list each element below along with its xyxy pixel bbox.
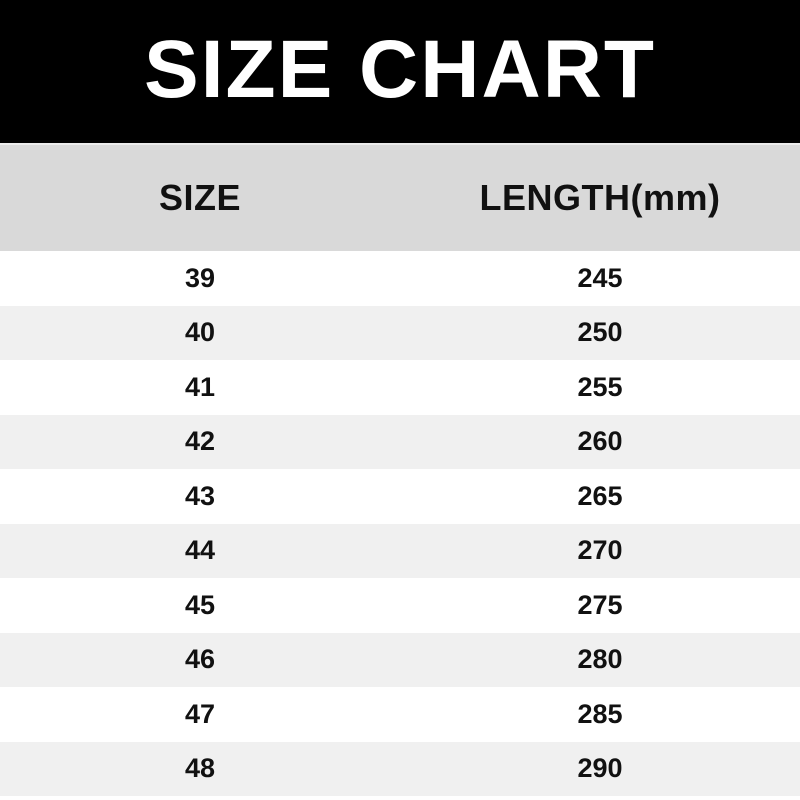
length-cell: 290 xyxy=(577,753,623,784)
table-row: 40 250 xyxy=(0,305,800,360)
length-cell: 265 xyxy=(577,480,623,511)
length-cell: 255 xyxy=(577,371,623,402)
table-row: 44 270 xyxy=(0,523,800,578)
size-cell: 48 xyxy=(184,753,216,784)
page-title: SIZE CHART xyxy=(144,23,656,115)
column-header-length: LENGTH(mm) xyxy=(479,177,721,218)
length-cell: 285 xyxy=(577,698,623,729)
size-cell: 44 xyxy=(184,535,216,566)
size-cell: 42 xyxy=(184,426,216,457)
table-row: 39 245 xyxy=(0,251,800,306)
length-cell: 250 xyxy=(577,317,623,348)
title-banner: SIZE CHART xyxy=(0,0,800,145)
table-row: 47 285 xyxy=(0,687,800,742)
length-cell: 260 xyxy=(577,426,623,457)
table-row: 43 265 xyxy=(0,469,800,524)
column-header-size: SIZE xyxy=(158,177,241,218)
table-row: 42 260 xyxy=(0,414,800,469)
size-cell: 45 xyxy=(184,589,216,620)
size-cell: 46 xyxy=(184,644,216,675)
size-cell: 39 xyxy=(184,262,216,293)
size-cell: 41 xyxy=(184,371,216,402)
size-cell: 43 xyxy=(184,480,216,511)
table-header-row: SIZE LENGTH(mm) xyxy=(0,145,800,251)
length-cell: 245 xyxy=(577,262,623,293)
length-cell: 280 xyxy=(577,644,623,675)
table-row: 45 275 xyxy=(0,578,800,633)
size-cell: 47 xyxy=(184,698,216,729)
length-cell: 270 xyxy=(577,535,623,566)
length-cell: 275 xyxy=(577,589,623,620)
size-table-body: 39 245 40 250 41 255 42 260 43 265 44 270 45 275 46 280… xyxy=(0,251,800,800)
table-row: 48 290 xyxy=(0,741,800,796)
table-row: 46 280 xyxy=(0,632,800,687)
size-cell: 40 xyxy=(184,317,216,348)
table-row: 41 255 xyxy=(0,360,800,415)
